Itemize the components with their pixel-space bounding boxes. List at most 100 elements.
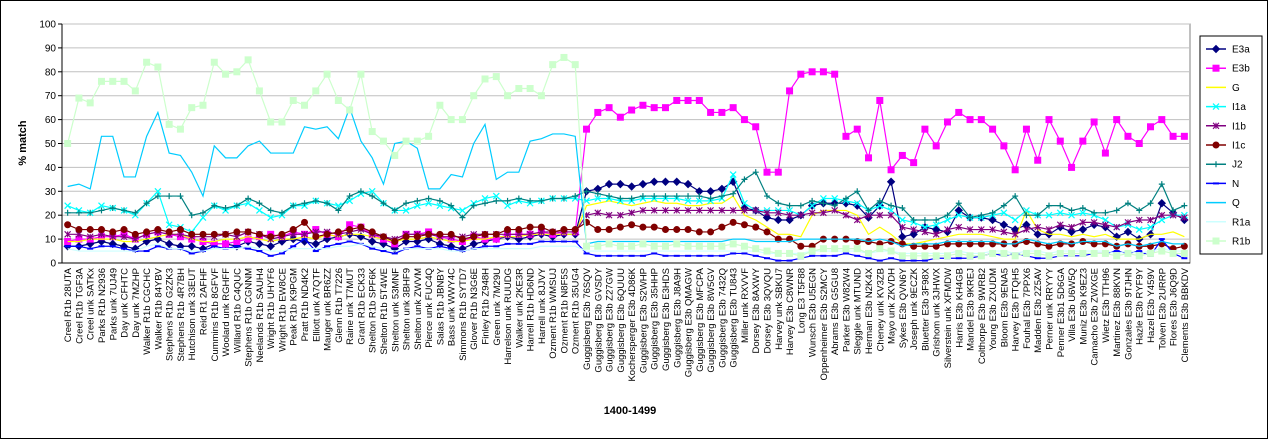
marker [729, 171, 737, 178]
marker [255, 239, 264, 249]
marker [210, 230, 218, 238]
marker [718, 242, 726, 250]
marker [1045, 211, 1053, 219]
marker [402, 206, 410, 214]
marker [1147, 216, 1154, 224]
x-tick-label: Madden E3b 2Z5AV [1033, 267, 1044, 353]
marker [831, 245, 839, 253]
x-tick-label: Bass unk WWY4C [447, 268, 458, 346]
marker [1056, 249, 1064, 257]
marker [346, 193, 353, 200]
marker [1012, 193, 1019, 200]
marker [683, 179, 693, 189]
marker [1079, 205, 1086, 212]
y-tick-label: 90 [45, 43, 57, 54]
marker [470, 92, 478, 100]
marker [898, 252, 906, 260]
x-tick-label: Hutchison unk 33EUT [187, 268, 198, 361]
marker [120, 77, 128, 85]
marker [1079, 137, 1087, 145]
marker [1135, 140, 1143, 147]
x-tick-label: Shelton unk 3BHF9 [402, 268, 413, 350]
marker [278, 118, 286, 126]
marker [255, 87, 263, 95]
marker [786, 211, 793, 219]
marker [672, 177, 681, 186]
marker [165, 221, 173, 229]
marker [831, 202, 838, 209]
marker [898, 223, 906, 231]
marker [515, 226, 523, 234]
marker [1034, 223, 1042, 231]
x-tick-label: Harrell unk 8JJVY [537, 267, 548, 344]
marker [797, 252, 805, 260]
marker [649, 177, 659, 186]
x-tick-label: Mayo unk ZKVDH [887, 268, 898, 344]
marker [1034, 212, 1041, 219]
marker [323, 230, 331, 238]
legend-label: E3a [1232, 45, 1250, 56]
marker [1057, 202, 1064, 209]
marker [989, 209, 996, 216]
marker [730, 190, 737, 197]
marker [1000, 209, 1008, 217]
marker [1180, 132, 1188, 140]
marker [1102, 221, 1109, 229]
marker [1147, 200, 1154, 207]
marker [944, 216, 951, 224]
marker [436, 230, 444, 238]
x-tick-label: Shelton unk 53MNF [390, 268, 401, 352]
marker [560, 195, 567, 202]
marker [605, 104, 613, 112]
marker [842, 211, 850, 219]
series-line [67, 195, 1185, 245]
marker [165, 228, 173, 236]
marker [1079, 249, 1087, 257]
x-tick-label: Guggisberg E3b 35HHP [650, 268, 661, 370]
x-tick-label: Guggisberg E3b QMAGW [684, 268, 695, 377]
marker [278, 209, 285, 216]
marker [526, 223, 534, 231]
marker [97, 77, 105, 85]
marker [188, 212, 195, 219]
marker [661, 104, 669, 112]
marker [898, 232, 907, 241]
marker [244, 199, 252, 207]
marker [1022, 249, 1030, 257]
marker [1147, 223, 1154, 231]
marker [1212, 103, 1220, 111]
marker [718, 207, 726, 214]
marker [921, 125, 929, 133]
marker [910, 216, 917, 223]
marker [1023, 212, 1030, 219]
marker [685, 193, 692, 200]
marker [966, 252, 974, 260]
marker [1180, 214, 1188, 221]
marker [999, 220, 1009, 229]
marker [335, 207, 342, 214]
x-tick-label: Harvey unk SBKU7 [774, 268, 785, 350]
marker [323, 70, 331, 78]
series-line [67, 171, 1185, 221]
marker [549, 61, 557, 69]
marker [470, 233, 478, 241]
x-tick-label: Wright R1b EW8CE [277, 268, 288, 352]
marker [436, 101, 444, 109]
marker [109, 228, 117, 236]
marker [1157, 199, 1167, 208]
marker [120, 226, 128, 234]
marker [1045, 116, 1053, 124]
marker [538, 197, 545, 204]
x-tick-label: Day unk 7MZHP [131, 268, 142, 338]
marker [616, 242, 624, 250]
x-tick-label: Sykes E3b QVN6Y [898, 267, 909, 348]
marker [616, 223, 624, 231]
x-tick-label: Harvey E3b C8WNR [785, 268, 796, 355]
marker [493, 197, 500, 204]
marker [819, 195, 827, 202]
marker [301, 230, 308, 238]
series [67, 195, 1185, 245]
marker [898, 216, 906, 224]
marker [1124, 249, 1132, 257]
marker [978, 212, 985, 219]
